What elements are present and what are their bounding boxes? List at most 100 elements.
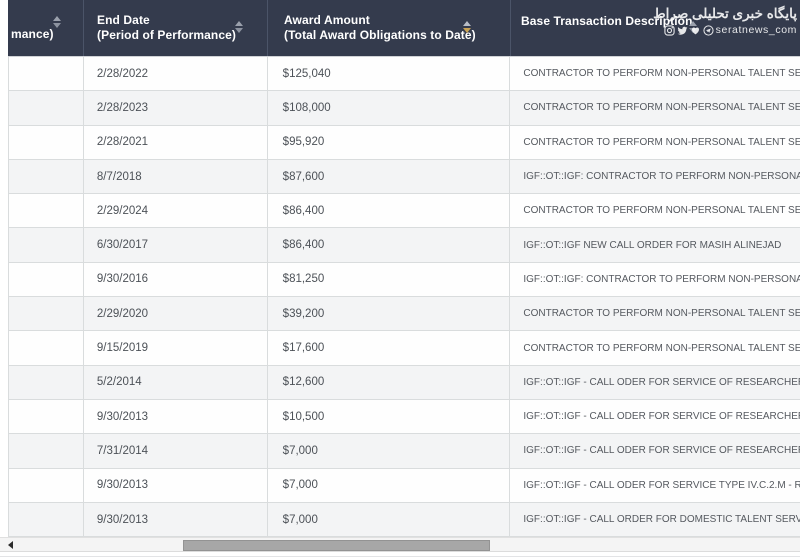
cell-award-amount: $87,600 <box>266 159 510 194</box>
cell-base-transaction-description: IGF::OT::IGF: CONTRACTOR TO PERFORM NON-… <box>509 159 800 194</box>
scroll-left-button[interactable] <box>2 538 18 552</box>
cell-award-amount: $86,400 <box>266 194 510 228</box>
sort-asc-icon[interactable] <box>52 16 61 21</box>
cell-start-date-empty <box>9 228 83 261</box>
column-header-label: mance) <box>11 27 54 41</box>
table-row: 9/30/2013 $7,000 IGF::OT::IGF - CALL ORD… <box>9 502 800 538</box>
cell-end-date: 2/29/2024 <box>82 194 267 228</box>
awards-table: mance) End Date (Period of Performance) <box>8 0 800 538</box>
cell-base-transaction-description: IGF::OT::IGF - CALL ODER FOR SERVICE OF … <box>509 399 800 434</box>
cell-start-date-empty <box>9 400 83 433</box>
cell-start-date-empty <box>9 503 83 536</box>
table-row: 5/2/2014 $12,600 IGF::OT::IGF - CALL ODE… <box>9 365 800 400</box>
sort-control[interactable] <box>52 16 61 28</box>
cell-award-amount: $17,600 <box>266 331 510 365</box>
sort-control[interactable] <box>462 21 471 33</box>
cell-base-transaction-description: CONTRACTOR TO PERFORM NON-PERSONAL TALEN… <box>509 57 800 91</box>
table-row: 2/29/2024 $86,400 CONTRACTOR TO PERFORM … <box>9 194 800 229</box>
cell-end-date: 8/7/2018 <box>82 159 267 194</box>
cell-start-date-empty <box>9 297 83 330</box>
cell-start-date-empty <box>9 366 83 399</box>
cell-award-amount: $86,400 <box>266 228 510 262</box>
cell-end-date: 2/28/2022 <box>82 57 267 91</box>
cell-start-date-empty <box>9 194 83 227</box>
cell-award-amount: $81,250 <box>266 262 510 297</box>
column-header-line2: (Total Award Obligations to Date) <box>284 28 476 42</box>
sort-asc-icon[interactable] <box>462 21 471 26</box>
sort-desc-icon[interactable] <box>234 28 243 33</box>
sort-control[interactable] <box>234 21 243 33</box>
cell-end-date: 9/30/2013 <box>82 468 267 502</box>
table-row: 2/28/2023 $108,000 CONTRACTOR TO PERFORM… <box>9 91 800 126</box>
sort-desc-icon-active[interactable] <box>462 28 471 33</box>
cell-base-transaction-description: CONTRACTOR TO PERFORM NON-PERSONAL TALEN… <box>509 125 800 159</box>
table-row: 9/15/2019 $17,600 CONTRACTOR TO PERFORM … <box>9 331 800 366</box>
table-row: 9/30/2016 $81,250 IGF::OT::IGF: CONTRACT… <box>9 262 800 298</box>
cell-end-date: 9/30/2016 <box>82 262 267 297</box>
cell-base-transaction-description: IGF::OT::IGF - CALL ODER FOR SERVICE TYP… <box>509 468 800 502</box>
horizontal-scrollbar-thumb[interactable] <box>183 539 490 551</box>
column-header-line2: (Period of Performance) <box>97 28 236 42</box>
cell-award-amount: $108,000 <box>266 91 510 125</box>
cell-end-date: 5/2/2014 <box>82 365 267 399</box>
sort-desc-icon[interactable] <box>52 23 61 28</box>
cell-end-date: 9/15/2019 <box>82 331 267 365</box>
cell-base-transaction-description: IGF::OT::IGF - CALL ORDER FOR DOMESTIC T… <box>509 502 800 537</box>
table-row: 7/31/2014 $7,000 IGF::OT::IGF - CALL ODE… <box>9 434 800 469</box>
cell-start-date-empty <box>9 263 83 296</box>
column-header-label: End Date (Period of Performance) <box>97 13 236 43</box>
table-row: 2/28/2022 $125,040 CONTRACTOR TO PERFORM… <box>9 57 800 92</box>
horizontal-scrollbar[interactable] <box>0 537 800 552</box>
column-header-label: Base Transaction Description <box>521 14 693 28</box>
cell-base-transaction-description: CONTRACTOR TO PERFORM NON-PERSONAL TALEN… <box>509 297 800 331</box>
cell-end-date: 2/28/2021 <box>82 125 267 159</box>
table-row: 2/29/2020 $39,200 CONTRACTOR TO PERFORM … <box>9 297 800 332</box>
cell-award-amount: $12,600 <box>266 365 510 399</box>
cell-end-date: 9/30/2013 <box>82 399 267 434</box>
cell-award-amount: $7,000 <box>266 468 510 502</box>
column-header-award-amount[interactable]: Award Amount (Total Award Obligations to… <box>267 0 510 56</box>
cell-base-transaction-description: IGF::OT::IGF - CALL ODER FOR SERVICE OF … <box>509 434 800 468</box>
column-header-start-date-truncated[interactable]: mance) <box>8 0 83 56</box>
cell-award-amount: $95,920 <box>266 125 510 159</box>
table-row: 9/30/2013 $10,500 IGF::OT::IGF - CALL OD… <box>9 399 800 435</box>
table-row: 2/28/2021 $95,920 CONTRACTOR TO PERFORM … <box>9 125 800 160</box>
column-header-end-date[interactable]: End Date (Period of Performance) <box>83 0 267 56</box>
sort-asc-icon[interactable] <box>234 21 243 26</box>
cell-start-date-empty <box>9 160 83 193</box>
cell-base-transaction-description: IGF::OT::IGF NEW CALL ORDER FOR MASIH AL… <box>509 228 800 262</box>
cell-base-transaction-description: IGF::OT::IGF - CALL ODER FOR SERVICE OF … <box>509 365 800 399</box>
cell-start-date-empty <box>9 57 83 90</box>
sort-asc-icon[interactable] <box>688 21 697 26</box>
cell-end-date: 9/30/2013 <box>82 502 267 537</box>
cell-award-amount: $7,000 <box>266 434 510 468</box>
column-header-label: Award Amount (Total Award Obligations to… <box>284 13 476 43</box>
cell-end-date: 2/28/2023 <box>82 91 267 125</box>
cell-end-date: 6/30/2017 <box>82 228 267 262</box>
cell-start-date-empty <box>9 331 83 364</box>
sort-desc-icon[interactable] <box>688 28 697 33</box>
cell-base-transaction-description: CONTRACTOR TO PERFORM NON-PERSONAL TALEN… <box>509 331 800 365</box>
cell-end-date: 2/29/2020 <box>82 297 267 331</box>
table-row: 6/30/2017 $86,400 IGF::OT::IGF NEW CALL … <box>9 228 800 263</box>
table-header-row: mance) End Date (Period of Performance) <box>8 0 800 57</box>
cell-end-date: 7/31/2014 <box>82 434 267 468</box>
cell-base-transaction-description: IGF::OT::IGF: CONTRACTOR TO PERFORM NON-… <box>509 262 800 297</box>
cell-award-amount: $39,200 <box>266 297 510 331</box>
sort-control[interactable] <box>688 21 697 33</box>
cell-award-amount: $10,500 <box>266 399 510 434</box>
cell-award-amount: $7,000 <box>266 502 510 537</box>
cell-base-transaction-description: CONTRACTOR TO PERFORM NON-PERSONAL TALEN… <box>509 194 800 228</box>
cell-start-date-empty <box>9 434 83 467</box>
cell-base-transaction-description: CONTRACTOR TO PERFORM NON-PERSONAL TALEN… <box>509 91 800 125</box>
table-row: 8/7/2018 $87,600 IGF::OT::IGF: CONTRACTO… <box>9 159 800 195</box>
scroll-left-arrow-icon <box>7 541 13 549</box>
table-row: 9/30/2013 $7,000 IGF::OT::IGF - CALL ODE… <box>9 468 800 503</box>
cell-start-date-empty <box>9 469 83 502</box>
cell-start-date-empty <box>9 126 83 159</box>
column-header-line1: End Date <box>97 13 150 27</box>
table-body: 2/28/2022 $125,040 CONTRACTOR TO PERFORM… <box>8 57 800 538</box>
cell-award-amount: $125,040 <box>266 57 510 91</box>
column-header-base-transaction-description[interactable]: Base Transaction Description <box>510 0 800 56</box>
